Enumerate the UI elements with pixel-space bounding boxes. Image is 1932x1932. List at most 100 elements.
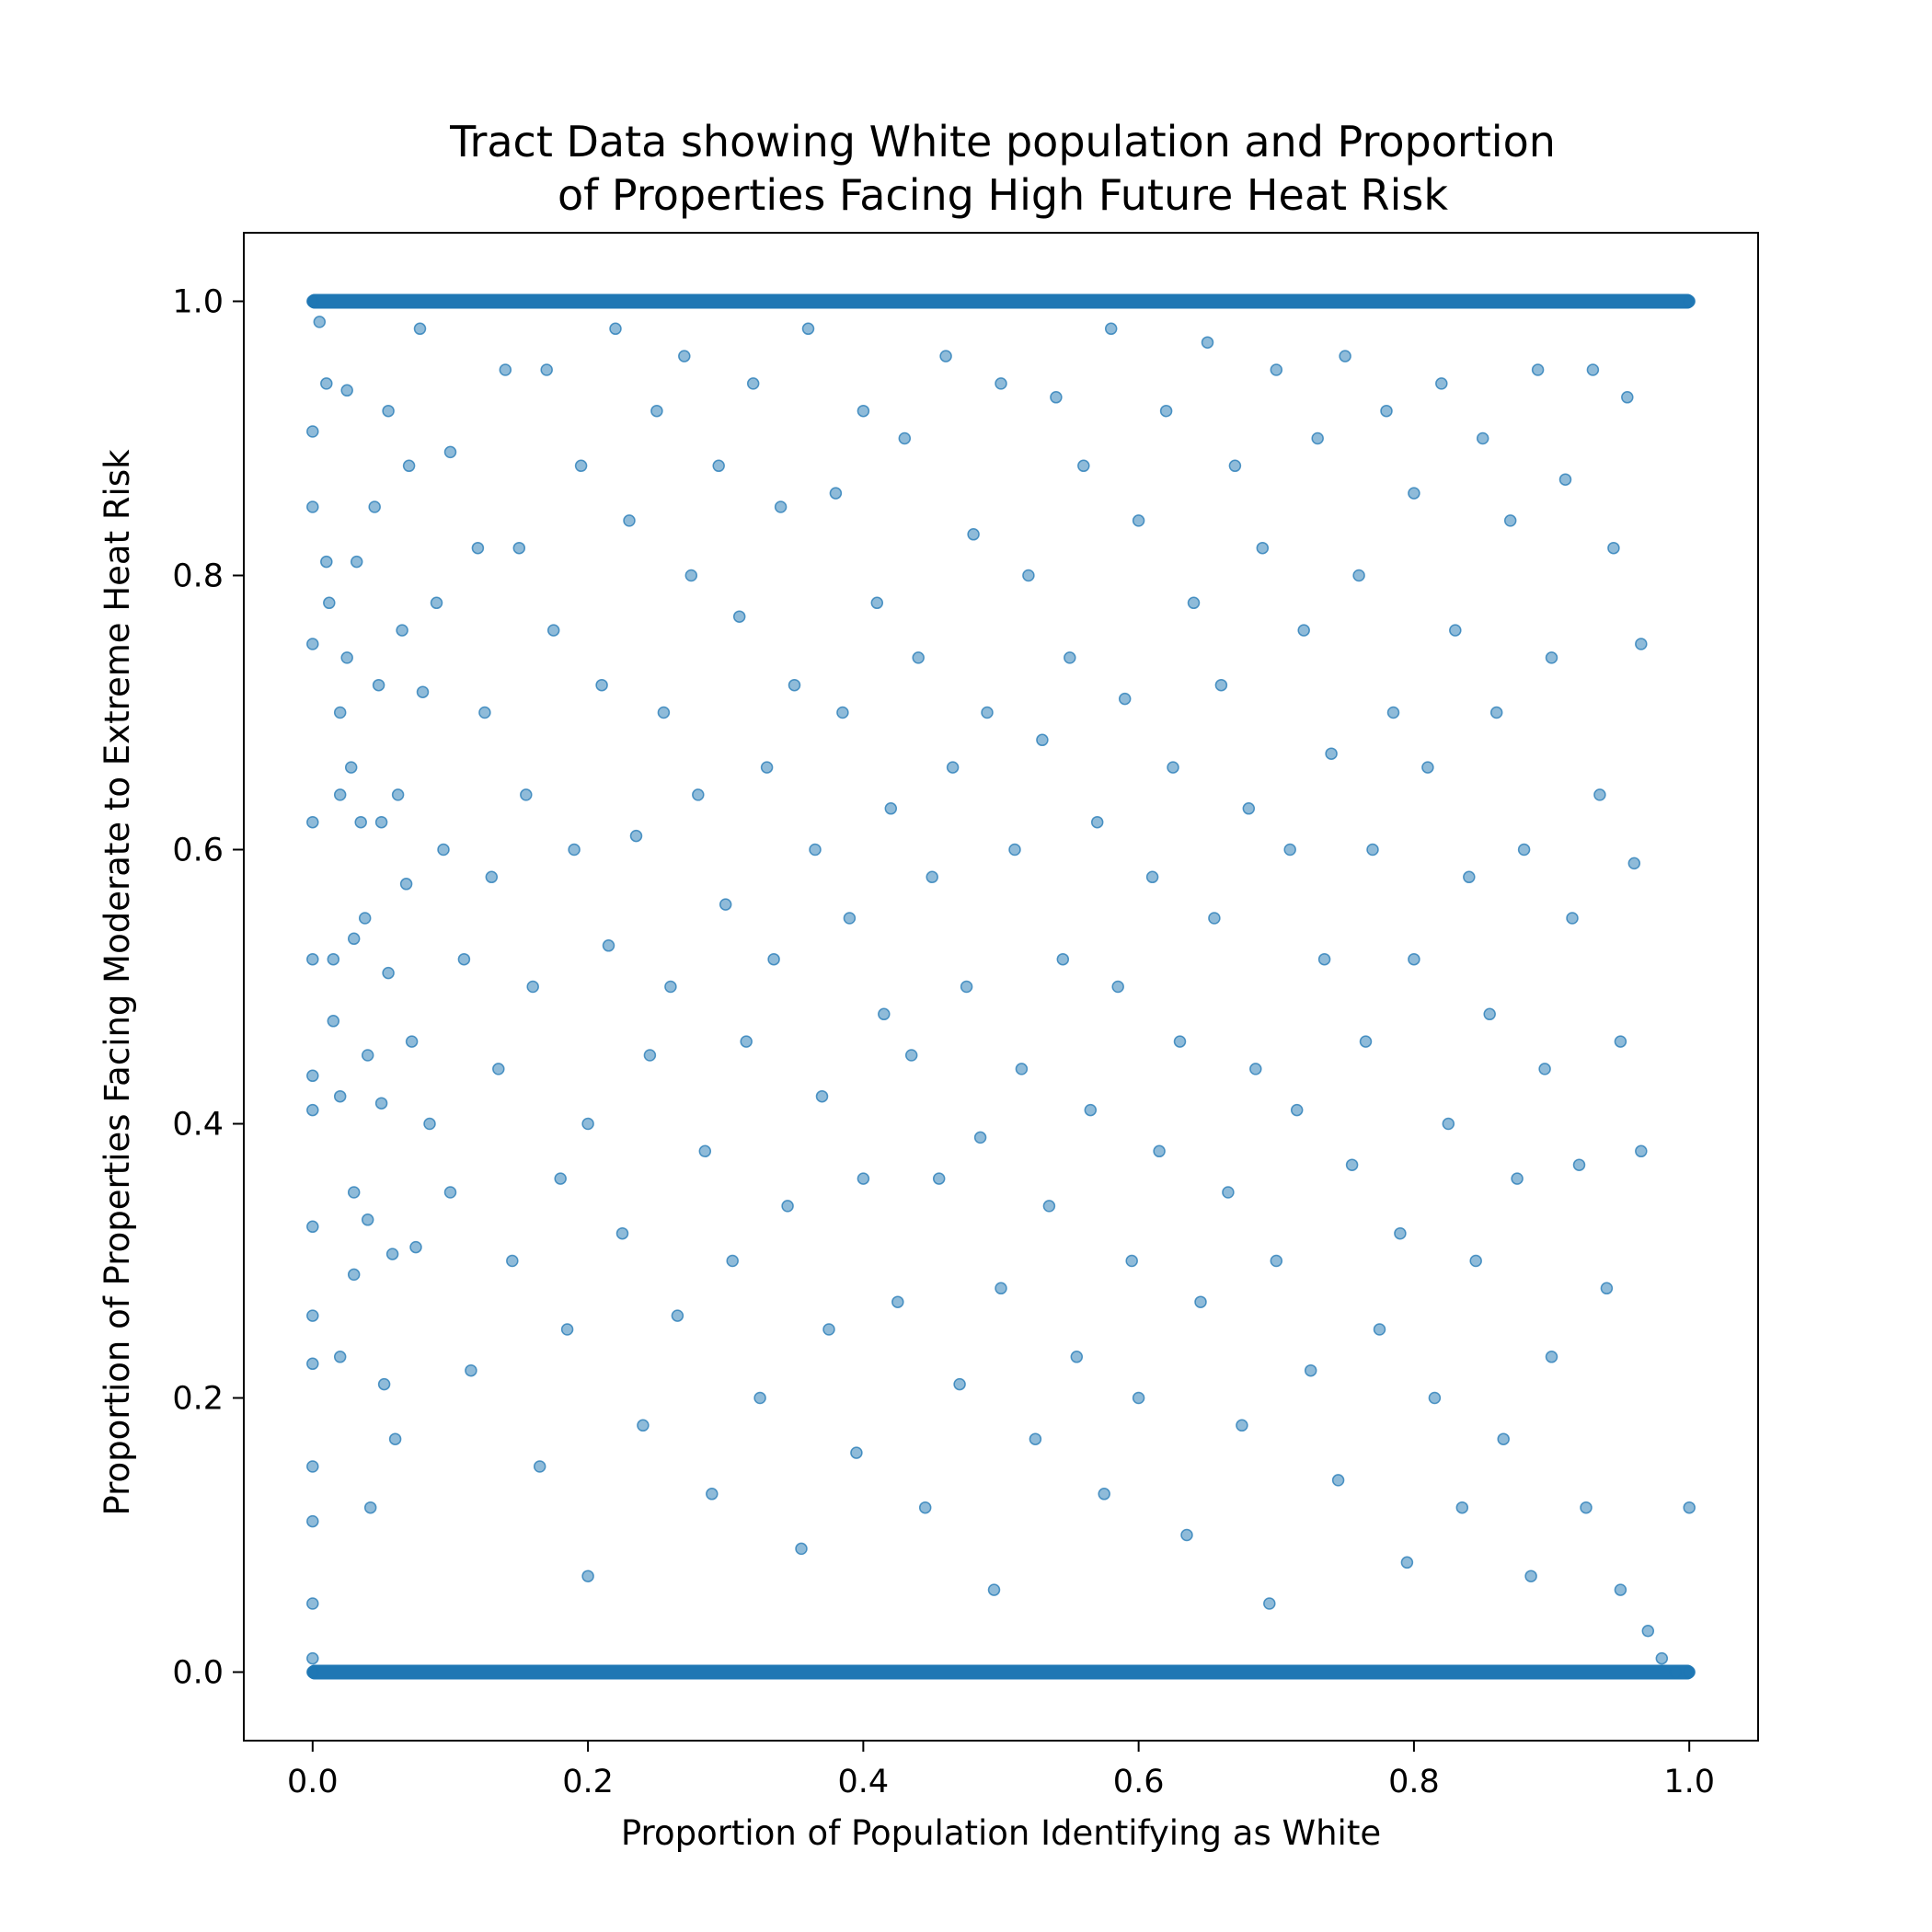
scatter-point bbox=[1077, 459, 1090, 473]
scatter-point bbox=[1111, 980, 1124, 994]
scatter-point bbox=[1614, 1035, 1627, 1048]
density-bands bbox=[306, 293, 1696, 1680]
scatter-point bbox=[478, 706, 491, 719]
scatter-point bbox=[1558, 473, 1572, 486]
scatter-point bbox=[822, 1323, 835, 1336]
scatter-point bbox=[1270, 1254, 1283, 1268]
scatter-point bbox=[1400, 1556, 1414, 1570]
x-axis-label: Proportion of Population Identifying as … bbox=[621, 1813, 1381, 1853]
scatter-point bbox=[581, 1117, 594, 1131]
scatter-point bbox=[760, 761, 774, 774]
scatter-point bbox=[1607, 541, 1620, 555]
scatter-point bbox=[361, 1049, 374, 1062]
scatter-point bbox=[1373, 1323, 1386, 1336]
scatter-point bbox=[623, 514, 636, 527]
scatter-point bbox=[306, 500, 319, 513]
scatter-point bbox=[1214, 678, 1228, 692]
scatter-point bbox=[372, 678, 385, 692]
scatter-point bbox=[1586, 363, 1600, 376]
scatter-point bbox=[568, 843, 581, 857]
scatter-point bbox=[1524, 1570, 1537, 1582]
scatter-point bbox=[1669, 1665, 1682, 1679]
scatter-point bbox=[374, 1097, 388, 1110]
scatter-point bbox=[1118, 692, 1132, 706]
scatter-point bbox=[306, 952, 319, 966]
scatter-point bbox=[726, 1254, 739, 1268]
scatter-point bbox=[1345, 1158, 1359, 1171]
y-axis-label: Proportion of Properties Facing Moderate… bbox=[98, 449, 137, 1516]
density-bottom-band bbox=[306, 1664, 1696, 1680]
scatter-point bbox=[323, 596, 336, 610]
scatter-point bbox=[363, 1501, 377, 1514]
scatter-point bbox=[995, 377, 1007, 390]
scatter-point bbox=[857, 404, 870, 418]
scatter-point bbox=[1380, 404, 1393, 418]
scatter-point bbox=[1408, 952, 1420, 966]
scatter-point bbox=[402, 459, 416, 473]
scatter-point bbox=[499, 363, 512, 376]
scatter-point bbox=[1566, 912, 1579, 925]
scatter-point bbox=[1386, 706, 1400, 719]
scatter-point bbox=[443, 1186, 457, 1199]
scatter-point bbox=[1394, 1226, 1407, 1240]
scatter-point bbox=[1173, 1035, 1187, 1048]
scatter-point bbox=[1442, 1117, 1455, 1131]
scatter-point bbox=[333, 1351, 347, 1363]
scatter-point bbox=[399, 878, 413, 891]
y-tick-label: 0.2 bbox=[172, 1381, 224, 1418]
scatter-point bbox=[1283, 843, 1296, 857]
scatter-point bbox=[1476, 431, 1489, 445]
scatter-point bbox=[1641, 1625, 1655, 1638]
scatter-point bbox=[540, 363, 553, 376]
scatter-point bbox=[1042, 1200, 1056, 1213]
scatter-point bbox=[306, 1665, 319, 1679]
scatter-point bbox=[1098, 1488, 1110, 1501]
scatter-point bbox=[1469, 1254, 1482, 1268]
scatter-point bbox=[1339, 350, 1351, 362]
scatter-point bbox=[1159, 404, 1173, 418]
scatter-point bbox=[350, 555, 363, 569]
scatter-point bbox=[1249, 1063, 1262, 1075]
scatter-point bbox=[939, 350, 952, 362]
scatter-point bbox=[574, 459, 588, 473]
scatter-point bbox=[457, 952, 471, 966]
scatter-point bbox=[1263, 1597, 1276, 1610]
scatter-point bbox=[1104, 322, 1118, 336]
scatter-point bbox=[953, 1377, 966, 1391]
scatter-point bbox=[1683, 1665, 1696, 1679]
scatter-point bbox=[1222, 1186, 1235, 1199]
scatter-point bbox=[492, 1063, 505, 1075]
scatter-point bbox=[306, 1220, 319, 1234]
scatter-point bbox=[1627, 857, 1641, 870]
scatter-point bbox=[1228, 459, 1242, 473]
y-tick-label: 0.4 bbox=[172, 1107, 224, 1144]
scatter-point bbox=[340, 384, 353, 397]
scatter-point bbox=[884, 802, 898, 815]
scatter-point bbox=[698, 1144, 712, 1158]
scatter-point bbox=[1366, 843, 1379, 857]
scatter-point bbox=[692, 788, 705, 801]
scatter-point bbox=[333, 788, 347, 801]
y-tick-label: 0.8 bbox=[172, 558, 224, 595]
plot-area bbox=[244, 233, 1758, 1741]
scatter-point bbox=[1572, 1158, 1586, 1171]
scatter-point bbox=[327, 952, 340, 966]
scatter-point bbox=[354, 815, 367, 829]
y-tick-label: 1.0 bbox=[172, 284, 224, 321]
scatter-point bbox=[795, 1542, 808, 1556]
scatter-point bbox=[1489, 706, 1503, 719]
scatter-point bbox=[740, 1035, 753, 1048]
x-tick-label: 0.0 bbox=[287, 1764, 339, 1800]
scatter-point bbox=[506, 1254, 519, 1268]
scatter-point bbox=[678, 350, 691, 362]
scatter-point bbox=[306, 1357, 319, 1371]
scatter-point bbox=[1545, 651, 1558, 664]
scatter-point bbox=[987, 1583, 1001, 1596]
scatter-point bbox=[405, 1035, 419, 1048]
scatter-point bbox=[801, 322, 815, 336]
scatter-point bbox=[643, 1049, 657, 1062]
scatter-point bbox=[1683, 294, 1696, 308]
scatter-point bbox=[650, 404, 663, 418]
scatter-point bbox=[520, 788, 533, 801]
